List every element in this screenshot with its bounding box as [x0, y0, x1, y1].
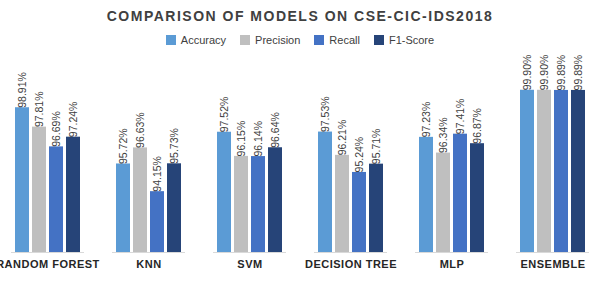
- html-text:COMPARISON OF MODELS ON CSE-CI: COMPARISON OF MODELS ON CSE-CIC-IDS2018: [106, 8, 494, 24]
- svg-text:99.89%: 99.89%: [555, 55, 567, 91]
- svg-text:KNN: KNN: [136, 258, 161, 270]
- svg-text:99.90%: 99.90%: [538, 55, 550, 91]
- svg-text:96.34%: 96.34%: [437, 117, 449, 153]
- svg-text:99.89%: 99.89%: [572, 55, 584, 91]
- svg-text:97.81%: 97.81%: [33, 91, 45, 127]
- svg-text:DECISION TREE: DECISION TREE: [305, 258, 397, 270]
- svg-text:96.69%: 96.69%: [50, 111, 62, 147]
- svg-text:97.41%: 97.41%: [454, 99, 466, 135]
- svg-text:94.15%: 94.15%: [151, 156, 163, 192]
- html-text:F1-Score: F1-Score: [388, 34, 435, 46]
- svg-text:MLP: MLP: [440, 258, 465, 270]
- svg-text:97.52%: 97.52%: [218, 97, 230, 133]
- svg-text:96.64%: 96.64%: [269, 112, 281, 148]
- svg-text:97.53%: 97.53%: [319, 96, 331, 132]
- svg-text:95.71%: 95.71%: [370, 129, 382, 165]
- svg-text:95.24%: 95.24%: [353, 137, 365, 173]
- html-text:Recall: Recall: [329, 34, 360, 46]
- svg-text:SVM: SVM: [237, 258, 262, 270]
- svg-text:98.91%: 98.91%: [16, 72, 28, 108]
- svg-text:96.87%: 96.87%: [471, 108, 483, 144]
- svg-text:96.21%: 96.21%: [336, 120, 348, 156]
- svg-text:97.24%: 97.24%: [67, 102, 79, 138]
- svg-text:95.72%: 95.72%: [117, 128, 129, 164]
- svg-text:RANDOM FOREST: RANDOM FOREST: [0, 258, 100, 270]
- svg-text:96.15%: 96.15%: [235, 121, 247, 157]
- svg-text:97.23%: 97.23%: [420, 102, 432, 138]
- html-text:Precision: Precision: [255, 34, 301, 46]
- svg-text:95.73%: 95.73%: [168, 128, 180, 164]
- svg-text:96.63%: 96.63%: [134, 112, 146, 148]
- svg-text:96.14%: 96.14%: [252, 121, 264, 157]
- svg-text:99.90%: 99.90%: [521, 55, 533, 91]
- svg-text:ENSEMBLE: ENSEMBLE: [520, 258, 585, 270]
- html-text:Accuracy: Accuracy: [180, 34, 227, 46]
